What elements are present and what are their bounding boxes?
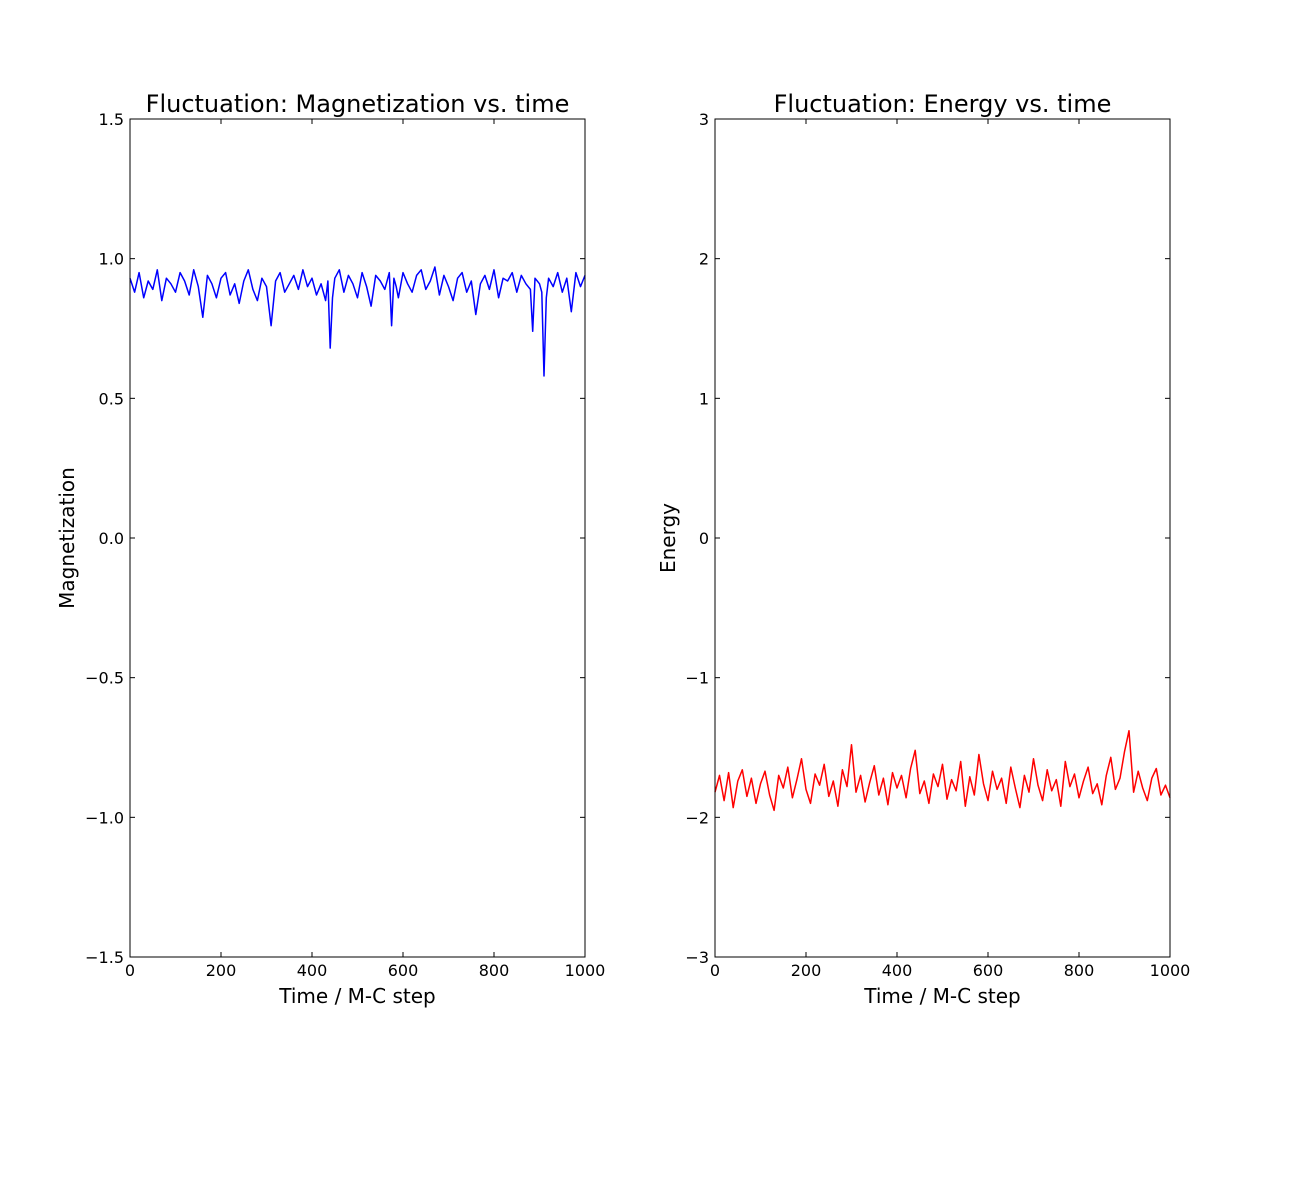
y-tick-label: 0.0 <box>99 529 124 548</box>
x-tick-label: 0 <box>125 961 135 980</box>
x-tick-label: 400 <box>297 961 328 980</box>
y-tick-label: 0 <box>699 529 709 548</box>
x-tick-label: 600 <box>973 961 1004 980</box>
chart-title: Fluctuation: Magnetization vs. time <box>146 90 570 118</box>
series-line <box>714 729 1171 812</box>
y-axis-title: Magnetization <box>55 467 79 609</box>
axes-frame <box>714 118 1171 958</box>
y-tick-label: 3 <box>699 110 709 129</box>
series-line <box>129 266 586 377</box>
y-tick-label: −1.0 <box>85 808 124 827</box>
y-tick-label: 0.5 <box>99 389 124 408</box>
plot-area: 0 200 400 600 800 1000 −3 −2 −1 0 1 2 3 <box>685 110 1190 980</box>
x-tick-label: 0 <box>710 961 720 980</box>
y-tick-label: −1.5 <box>85 948 124 967</box>
y-axis-title: Energy <box>656 503 680 573</box>
y-tick-label: −3 <box>685 948 709 967</box>
energy-chart: Fluctuation: Energy vs. time 0 200 400 600 8… <box>656 90 1190 1008</box>
axes-frame <box>129 118 586 958</box>
plot-area: 0 200 400 600 800 1000 −1.5 −1.0 −0.5 0.0 0.5 1.0 1.… <box>85 110 605 980</box>
y-tick-label: 1.5 <box>99 110 124 129</box>
x-tick-label: 600 <box>388 961 419 980</box>
y-tick-label: 1 <box>699 389 709 408</box>
x-tick-label: 1000 <box>565 961 606 980</box>
x-tick-label: 200 <box>206 961 237 980</box>
x-axis-title: Time / M-C step <box>863 984 1020 1008</box>
y-tick-label: −0.5 <box>85 669 124 688</box>
magnetization-chart: Fluctuation: Magnetization vs. time 0 200… <box>55 90 605 1008</box>
x-tick-label: 800 <box>479 961 510 980</box>
x-tick-label: 200 <box>791 961 822 980</box>
x-tick-label: 400 <box>882 961 913 980</box>
y-tick-label: −2 <box>685 808 709 827</box>
y-tick-label: −1 <box>685 669 709 688</box>
x-tick-label: 800 <box>1064 961 1095 980</box>
y-tick-label: 1.0 <box>99 250 124 269</box>
x-axis-title: Time / M-C step <box>278 984 435 1008</box>
x-tick-label: 1000 <box>1150 961 1191 980</box>
chart-title: Fluctuation: Energy vs. time <box>774 90 1112 118</box>
y-tick-label: 2 <box>699 250 709 269</box>
